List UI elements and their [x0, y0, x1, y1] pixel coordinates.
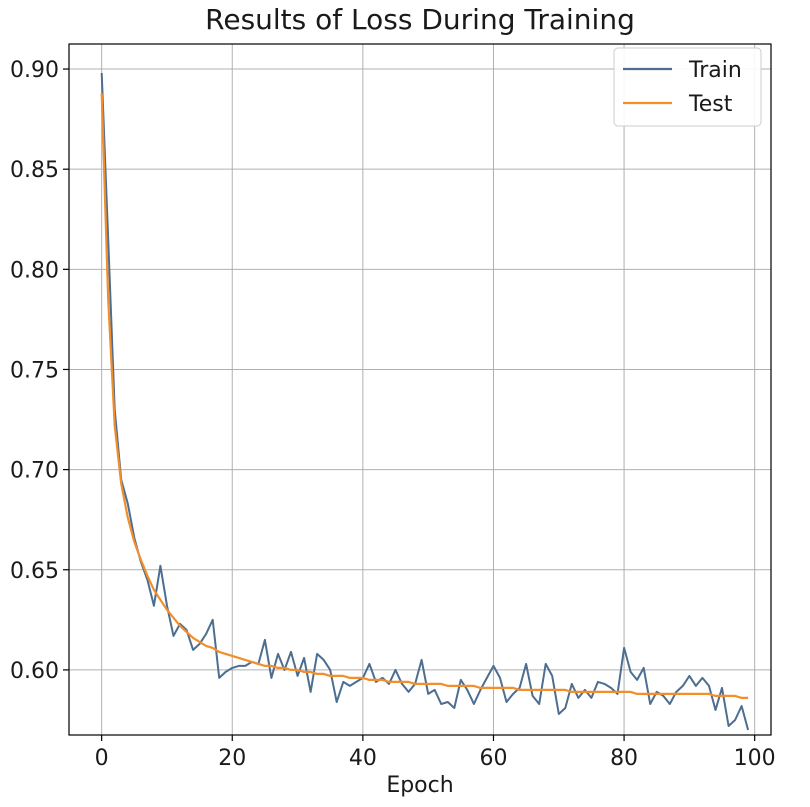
x-tick-label: 60 [479, 746, 507, 771]
y-tick-label: 0.70 [10, 459, 59, 484]
y-tick-label: 0.60 [10, 659, 59, 684]
chart-title: Results of Loss During Training [205, 3, 635, 36]
y-tick-label: 0.90 [10, 58, 59, 83]
legend-box [613, 47, 762, 127]
legend-label-test: Test [688, 92, 733, 117]
y-tick-label: 0.75 [10, 358, 59, 383]
x-tick-label: 100 [734, 746, 776, 771]
x-axis-label: Epoch [386, 773, 453, 798]
grid [69, 44, 771, 735]
x-tick-label: 80 [610, 746, 638, 771]
y-tick-label: 0.65 [10, 559, 59, 584]
x-tick-label: 0 [95, 746, 109, 771]
axes-frame [68, 43, 772, 736]
y-tick-label: 0.85 [10, 158, 59, 183]
ticks: 0 20 40 60 80 100 0.60 0.65 0.70 0.75 0.80 0.85 0.90 [10, 58, 776, 771]
legend-label-train: Train [688, 58, 742, 83]
series-lines [100, 72, 750, 731]
x-tick-label: 20 [218, 746, 246, 771]
legend: Train Test [613, 47, 762, 127]
series-line-train [100, 72, 750, 731]
series-line-test [100, 93, 749, 700]
x-tick-label: 40 [349, 746, 377, 771]
y-tick-label: 0.80 [10, 258, 59, 283]
